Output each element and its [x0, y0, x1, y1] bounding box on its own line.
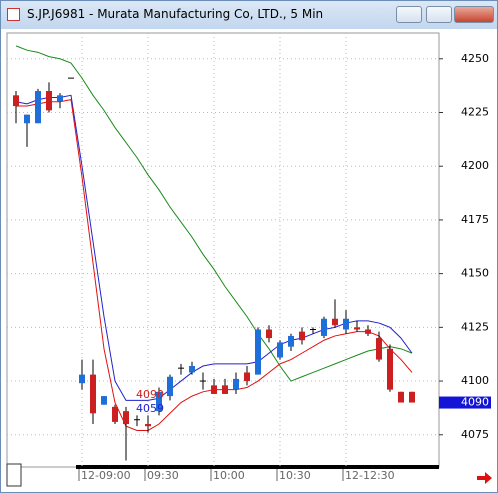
- annotation: 4059: [136, 402, 164, 415]
- y-tick-label: 4175: [461, 213, 489, 226]
- chart: 4075 4100 4125 4150 4175 4200 4225 4250 12-09:00…: [6, 32, 492, 487]
- y-tick-label: 4075: [461, 428, 489, 441]
- y-tick-label: 4250: [461, 52, 489, 65]
- candle-body: [409, 391, 415, 403]
- candle-body: [288, 335, 294, 347]
- moving-average: [15, 45, 413, 382]
- y-tick-label: 4200: [461, 159, 489, 172]
- last-price-box: [439, 396, 491, 409]
- candle-body: [189, 366, 195, 373]
- candle-body: [46, 91, 52, 111]
- candle-body: [321, 318, 327, 336]
- candle-body: [266, 329, 272, 339]
- x-axis-strip: [76, 465, 439, 469]
- close-button[interactable]: [454, 6, 494, 23]
- candle-body: [90, 374, 96, 414]
- candle-body: [112, 406, 118, 422]
- candle-body: [13, 95, 19, 107]
- maximize-button[interactable]: [426, 6, 452, 23]
- x-tick-label: 10:30: [279, 469, 311, 482]
- candle-body: [101, 396, 107, 405]
- y-tick-label: 4150: [461, 267, 489, 280]
- app-icon: [7, 8, 20, 21]
- candle-body: [35, 91, 41, 124]
- scroll-arrow[interactable]: [477, 472, 492, 484]
- title-bar: S.JP.J6981 - Murata Manufacturing Co, LT…: [1, 1, 497, 29]
- candle-body: [222, 385, 228, 394]
- y-tick-label: 4125: [461, 320, 489, 333]
- y-tick-label: 4100: [461, 374, 489, 387]
- scroll-box[interactable]: [6, 463, 22, 487]
- candle-body: [354, 327, 360, 330]
- x-tick-label: 12-09:00: [81, 469, 131, 482]
- annotation: 4090: [136, 388, 164, 401]
- candle-body: [24, 114, 30, 124]
- candle-body: [343, 318, 349, 330]
- candle-body: [156, 391, 162, 412]
- candle-body: [244, 372, 250, 382]
- candle-body: [365, 329, 371, 334]
- candle-body: [299, 331, 305, 341]
- x-tick-label: 10:00: [213, 469, 245, 482]
- candle-body: [387, 348, 393, 390]
- x-tick-label: 12-12:30: [345, 469, 395, 482]
- x-tick-label: 09:30: [147, 469, 179, 482]
- candle-body: [123, 411, 129, 425]
- candle-body: [332, 318, 338, 326]
- candle-body: [211, 385, 217, 394]
- candle-body: [167, 376, 173, 397]
- candle-body: [57, 95, 63, 102]
- window-title: S.JP.J6981 - Murata Manufacturing Co, LT…: [27, 7, 324, 21]
- candle-body: [233, 378, 239, 390]
- last-price-label: 4090: [461, 396, 489, 409]
- candle-body: [79, 374, 85, 384]
- candle-body: [255, 329, 261, 375]
- candle-body: [145, 424, 151, 427]
- candle-body: [277, 342, 283, 358]
- candle-body: [376, 338, 382, 360]
- minimize-button[interactable]: [396, 6, 422, 23]
- candle-body: [398, 391, 404, 403]
- plot-area: [6, 32, 440, 468]
- y-tick-label: 4225: [461, 105, 489, 118]
